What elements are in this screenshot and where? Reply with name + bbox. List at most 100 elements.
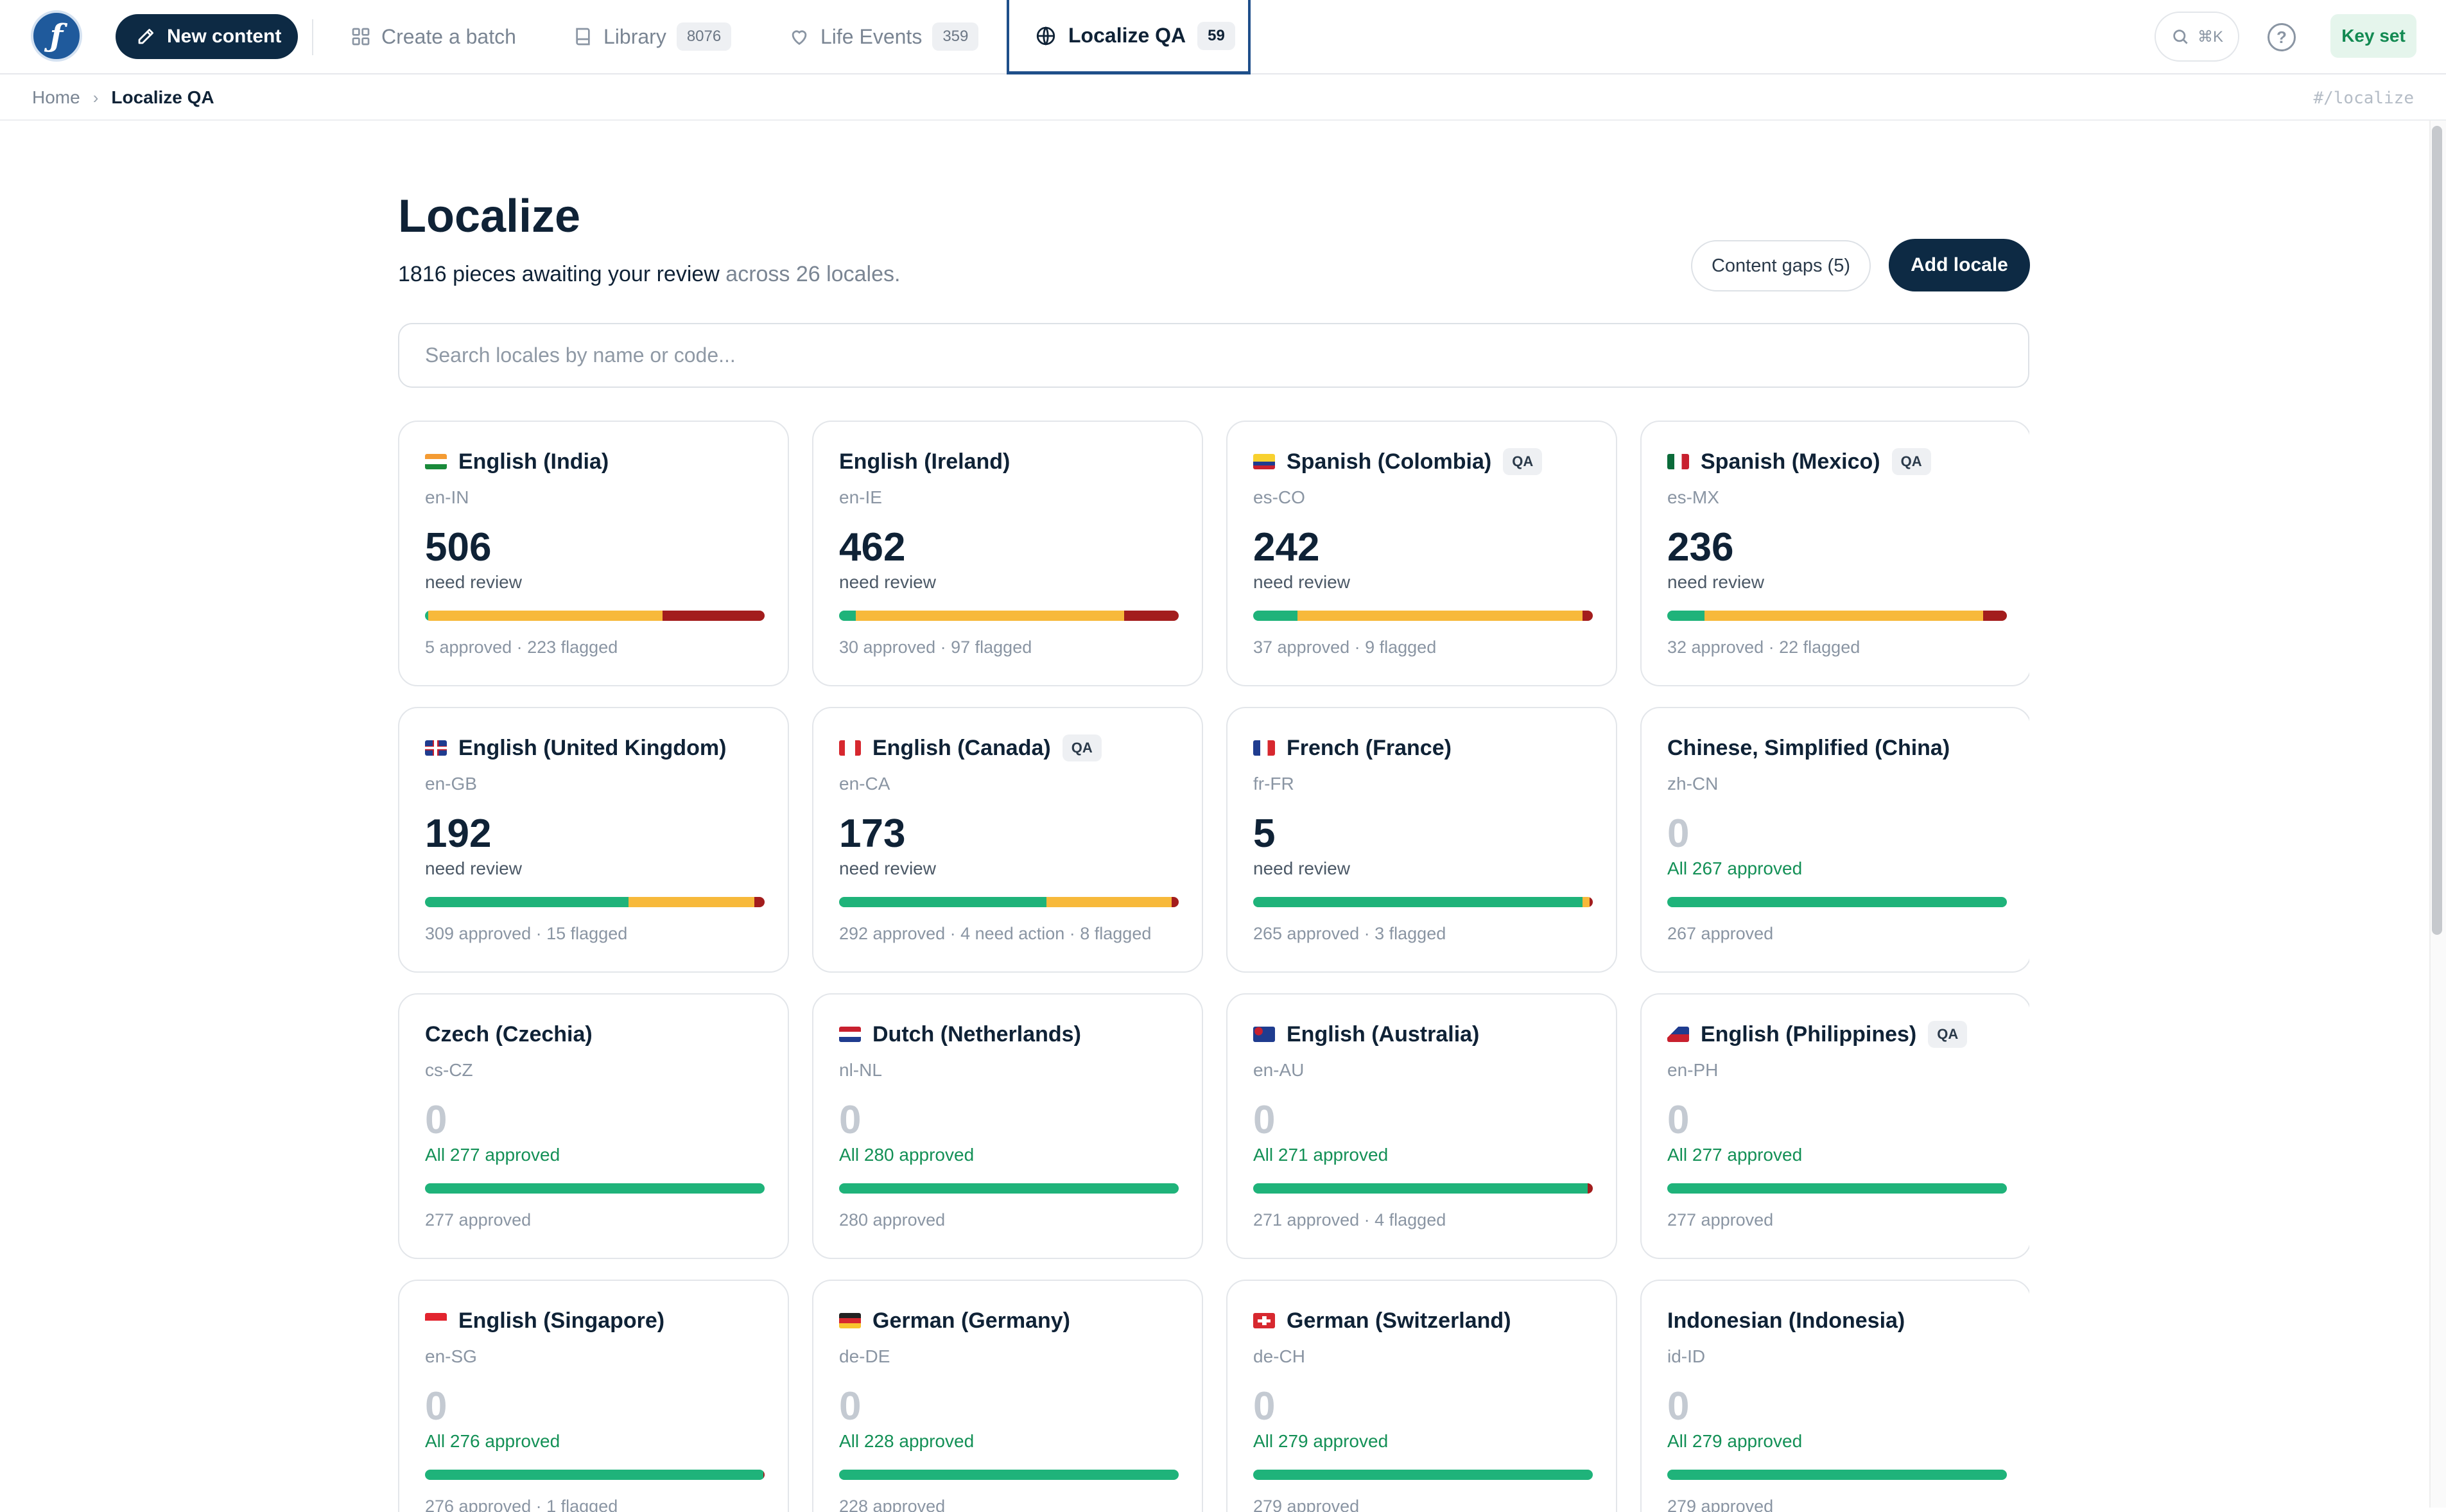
help-icon[interactable]: ?	[2268, 23, 2296, 51]
review-count: 5	[1253, 812, 1276, 856]
review-status: need review	[1253, 858, 1350, 878]
review-status: All 280 approved	[839, 1145, 975, 1165]
locale-card-header: Chinese, Simplified (China)	[1667, 735, 1950, 761]
locale-code: id-ID	[1667, 1346, 1706, 1366]
qa-badge: QA	[1062, 734, 1102, 761]
locale-card-header: Dutch (Netherlands)	[839, 1021, 1081, 1047]
locale-card-id-id[interactable]: Indonesian (Indonesia) id-ID 0 All 279 a…	[1640, 1280, 2029, 1512]
key-set-badge[interactable]: Key set	[2330, 14, 2416, 58]
locale-card-de-de[interactable]: German (Germany) de-DE 0 All 228 approve…	[812, 1280, 1203, 1512]
locale-card-en-ca[interactable]: English (Canada) QA en-CA 173 need revie…	[812, 707, 1203, 973]
locale-card-nl-nl[interactable]: Dutch (Netherlands) nl-NL 0 All 280 appr…	[812, 993, 1203, 1259]
approved-segment	[1253, 897, 1583, 907]
locale-code: en-AU	[1253, 1060, 1305, 1080]
locale-card-de-ch[interactable]: German (Switzerland) de-CH 0 All 279 app…	[1226, 1280, 1617, 1512]
new-content-label: New content	[167, 26, 282, 47]
approved-segment	[1667, 611, 1705, 621]
flag-icon	[1667, 454, 1689, 469]
locale-summary: 5 approved · 223 flagged	[425, 638, 618, 657]
locale-card-fr-fr[interactable]: French (France) fr-FR 5 need review 265 …	[1226, 707, 1617, 973]
locale-card-es-mx[interactable]: Spanish (Mexico) QA es-MX 236 need revie…	[1640, 421, 2029, 686]
needs-review-segment	[1583, 897, 1590, 907]
progress-bar	[1667, 611, 2007, 621]
flag-icon	[1253, 1313, 1275, 1328]
page-title: Localize	[398, 191, 581, 242]
locale-name: German (Switzerland)	[1287, 1308, 1511, 1333]
flag-icon	[839, 740, 861, 756]
locale-card-cs-cz[interactable]: Czech (Czechia) cs-CZ 0 All 277 approved…	[398, 993, 789, 1259]
global-search-button[interactable]: ⌘K	[2155, 12, 2239, 62]
locale-card-header: Czech (Czechia)	[425, 1021, 593, 1047]
locale-card-en-gb[interactable]: English (United Kingdom) en-GB 192 need …	[398, 707, 789, 973]
locale-summary: 309 approved · 15 flagged	[425, 924, 628, 943]
locale-code: zh-CN	[1667, 774, 1719, 794]
review-status: All 271 approved	[1253, 1145, 1389, 1165]
review-count: 0	[425, 1384, 447, 1429]
locale-name: Chinese, Simplified (China)	[1667, 735, 1950, 760]
approved-segment	[1667, 897, 2007, 907]
qa-badge: QA	[1891, 448, 1931, 475]
breadcrumb-home[interactable]: Home	[32, 87, 80, 107]
progress-bar	[839, 1183, 1179, 1194]
flagged-segment	[1172, 897, 1179, 907]
review-count: 0	[1667, 812, 1690, 856]
flagged-segment	[1589, 897, 1593, 907]
locale-card-en-au[interactable]: English (Australia) en-AU 0 All 271 appr…	[1226, 993, 1617, 1259]
content-gaps-button[interactable]: Content gaps (5)	[1691, 240, 1871, 291]
needs-review-segment	[1297, 611, 1583, 621]
qa-badge: QA	[1503, 448, 1543, 475]
flagged-segment	[763, 1470, 765, 1480]
review-status: All 228 approved	[839, 1431, 975, 1451]
locale-name: German (Germany)	[872, 1308, 1070, 1333]
progress-bar	[425, 611, 765, 621]
locale-card-en-ph[interactable]: English (Philippines) QA en-PH 0 All 277…	[1640, 993, 2029, 1259]
nav-life-events[interactable]: Life Events 359	[788, 15, 979, 58]
locale-card-zh-cn[interactable]: Chinese, Simplified (China) zh-CN 0 All …	[1640, 707, 2029, 973]
nav-library-label: Library	[603, 24, 666, 48]
review-status: All 267 approved	[1667, 858, 1803, 878]
pencil-icon	[138, 29, 153, 44]
review-count: 0	[1667, 1098, 1690, 1142]
nav-localize-qa[interactable]: Localize QA 59	[1007, 0, 1251, 74]
qa-badge: QA	[1928, 1021, 1968, 1048]
locale-code: nl-NL	[839, 1060, 882, 1080]
new-content-button[interactable]: New content	[116, 14, 298, 59]
localize-count-badge: 59	[1197, 21, 1235, 50]
nav-create-batch[interactable]: Create a batch	[351, 15, 516, 58]
review-status: need review	[839, 572, 936, 592]
locale-summary: 228 approved	[839, 1497, 946, 1512]
review-status: need review	[425, 572, 522, 592]
progress-bar	[839, 611, 1179, 621]
search-icon	[2173, 30, 2188, 44]
review-status: need review	[1667, 572, 1764, 592]
locale-card-header: English (Philippines) QA	[1667, 1021, 1968, 1048]
locale-card-header: German (Germany)	[839, 1308, 1070, 1334]
logo-glyph: ƒ	[49, 18, 64, 54]
search-shortcut: ⌘K	[2197, 28, 2223, 46]
locale-code: en-PH	[1667, 1060, 1719, 1080]
locale-name: English (United Kingdom)	[458, 735, 727, 760]
locale-search-input[interactable]	[398, 323, 2029, 388]
nav-localize-label: Localize QA	[1068, 24, 1186, 47]
locale-card-en-sg[interactable]: English (Singapore) en-SG 0 All 276 appr…	[398, 1280, 789, 1512]
locale-card-header: English (Australia)	[1253, 1021, 1479, 1047]
app-logo[interactable]: ƒ	[31, 10, 82, 62]
review-status: All 279 approved	[1667, 1431, 1803, 1451]
add-locale-button[interactable]: Add locale	[1889, 239, 2030, 291]
locale-summary: 279 approved	[1667, 1497, 1774, 1512]
approved-segment	[1667, 1183, 2007, 1194]
locale-card-es-co[interactable]: Spanish (Colombia) QA es-CO 242 need rev…	[1226, 421, 1617, 686]
scrollbar-thumb[interactable]	[2432, 126, 2442, 935]
needs-review-segment	[1046, 897, 1172, 907]
progress-bar	[1667, 897, 2007, 907]
nav-library[interactable]: Library 8076	[573, 15, 732, 58]
locale-name: English (India)	[458, 449, 609, 474]
locale-name: Czech (Czechia)	[425, 1021, 593, 1047]
nav-life-events-label: Life Events	[820, 24, 923, 48]
locale-card-en-ie[interactable]: English (Ireland) en-IE 462 need review …	[812, 421, 1203, 686]
locale-card-en-in[interactable]: English (India) en-IN 506 need review 5 …	[398, 421, 789, 686]
locale-summary: 271 approved · 4 flagged	[1253, 1210, 1446, 1230]
locale-code: en-IE	[839, 487, 882, 507]
locale-summary: 276 approved · 1 flagged	[425, 1497, 618, 1512]
locale-summary: 279 approved	[1253, 1497, 1360, 1512]
